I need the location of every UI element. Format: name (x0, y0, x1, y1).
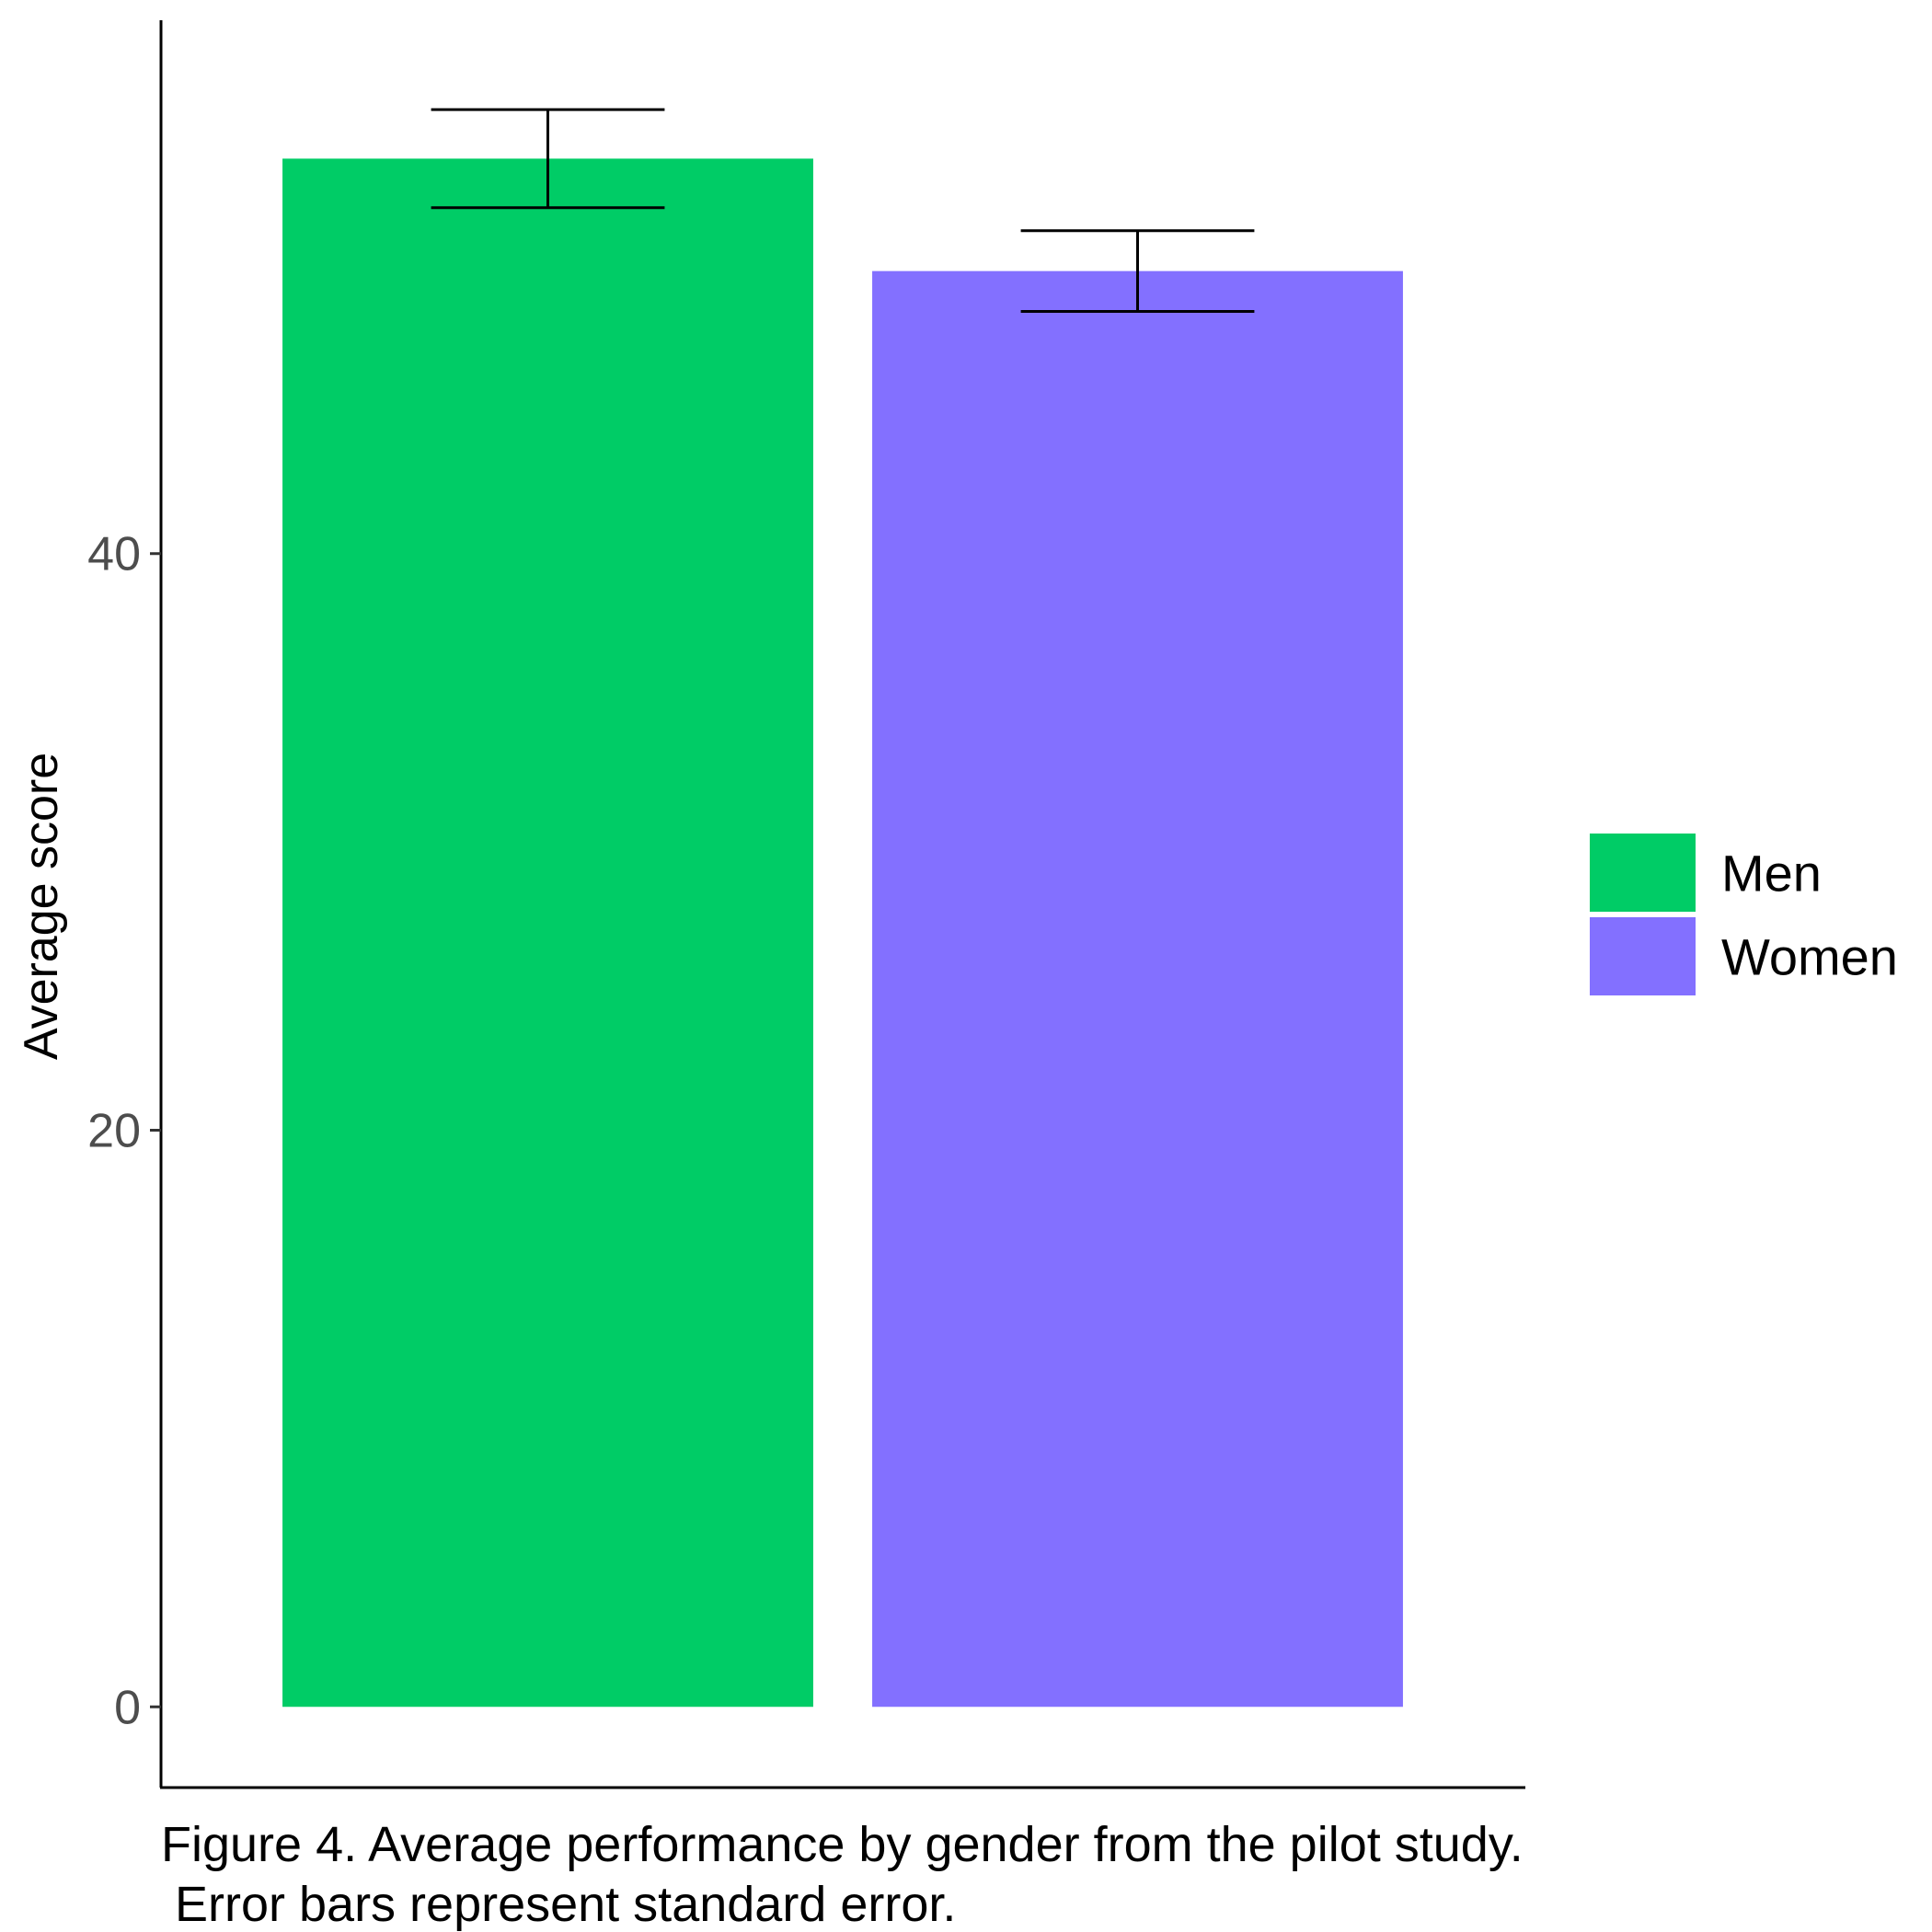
y-tick-label: 20 (87, 1105, 141, 1158)
bars-layer (282, 158, 1403, 1708)
legend-key-men (1590, 834, 1696, 912)
legend-item-women: Women (1590, 917, 1898, 995)
legend: Men Women (1590, 834, 1898, 995)
error-bar-men (431, 108, 665, 210)
error-bars-layer (431, 108, 1255, 314)
y-ticks: 0 20 40 (87, 528, 161, 1734)
y-tick-label: 40 (87, 528, 141, 581)
y-tick-label: 0 (114, 1681, 141, 1734)
y-axis-title: Average score (15, 753, 68, 1060)
error-bar-women (1020, 229, 1255, 314)
bar-women (872, 270, 1403, 1708)
legend-label-women: Women (1721, 928, 1898, 986)
legend-label-men: Men (1721, 845, 1822, 903)
axes (159, 20, 1525, 1789)
figure-caption-line-2: Error bars represent standard error. (161, 1877, 956, 1932)
legend-key-women (1590, 917, 1696, 995)
legend-item-men: Men (1590, 834, 1822, 912)
figure-caption-line-1: Figure 4. Average performance by gender … (161, 1817, 1524, 1872)
bar-men (282, 158, 813, 1708)
